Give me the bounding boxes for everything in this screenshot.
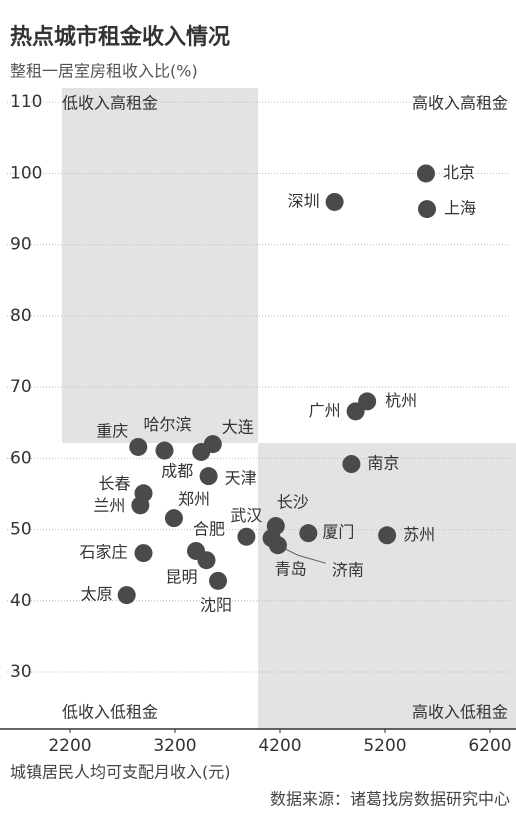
point (164, 509, 183, 528)
point-label: 大连 (222, 418, 254, 437)
point (237, 527, 256, 546)
point-label: 长春 (98, 474, 130, 493)
y-tick-label: 50 (10, 520, 32, 540)
quadrant-shade (62, 88, 258, 443)
x-tick-label: 4200 (258, 736, 301, 756)
point-label: 郑州 (178, 490, 210, 509)
point-label: 哈尔滨 (143, 415, 191, 434)
point (199, 467, 218, 486)
point-label: 重庆 (96, 421, 128, 440)
point (129, 437, 148, 456)
y-tick-label: 30 (10, 662, 32, 682)
y-tick-label: 60 (10, 448, 32, 468)
point (203, 435, 222, 454)
point (187, 541, 205, 560)
y-tick-label: 90 (10, 235, 32, 255)
x-tick-label: 3200 (153, 736, 196, 756)
y-tick-label: 100 (10, 163, 42, 183)
quadrant-label: 高收入低租金 (412, 703, 508, 722)
point (378, 526, 397, 545)
chart-subtitle: 整租一居室房租收入比(%) (10, 62, 198, 81)
y-tick-label: 80 (10, 306, 32, 326)
point-label: 济南 (332, 561, 364, 580)
point-label: 北京 (443, 163, 475, 182)
x-tick-label: 2200 (48, 736, 91, 756)
point (418, 200, 436, 219)
chart-title: 热点城市租金收入情况 (10, 24, 230, 50)
point-label: 苏州 (403, 525, 435, 544)
point (155, 441, 174, 460)
point (268, 536, 287, 555)
point-label: 合肥 (193, 519, 225, 538)
point-label: 石家庄 (79, 543, 127, 562)
point (346, 402, 365, 421)
point (416, 164, 435, 183)
y-tick-label: 40 (10, 591, 32, 611)
x-axis-label: 城镇居民人均可支配月收入(元) (10, 763, 231, 782)
point-label: 深圳 (288, 191, 320, 210)
x-tick-label: 5200 (363, 736, 406, 756)
point-label: 昆明 (165, 568, 197, 587)
point-label: 杭州 (385, 391, 417, 410)
point-label: 沈阳 (200, 595, 232, 614)
point-label: 上海 (444, 199, 476, 218)
point-label: 长沙 (277, 493, 309, 512)
point-label: 成都 (161, 461, 193, 480)
point-label: 青岛 (275, 560, 307, 579)
point-label: 兰州 (93, 496, 125, 515)
quadrant-label: 低收入高租金 (62, 94, 158, 113)
quadrant-shade (258, 443, 516, 729)
point-label: 天津 (225, 469, 257, 488)
point-label: 厦门 (322, 523, 354, 542)
point-label: 南京 (367, 454, 399, 473)
quadrant-label: 高收入高租金 (412, 94, 508, 113)
point (325, 192, 344, 211)
quadrant-label: 低收入低租金 (62, 703, 158, 722)
point-label: 广州 (309, 401, 341, 420)
point-label: 太原 (81, 585, 113, 604)
point (342, 455, 361, 474)
x-tick-label: 6200 (468, 736, 511, 756)
point (117, 586, 136, 605)
source: 数据来源：诸葛找房数据研究中心 (270, 790, 510, 809)
point (131, 496, 150, 515)
point (299, 524, 318, 543)
point (134, 544, 153, 563)
y-tick-label: 70 (10, 377, 32, 397)
y-tick-label: 110 (10, 92, 42, 112)
point-label: 武汉 (230, 506, 262, 525)
point (209, 571, 228, 590)
